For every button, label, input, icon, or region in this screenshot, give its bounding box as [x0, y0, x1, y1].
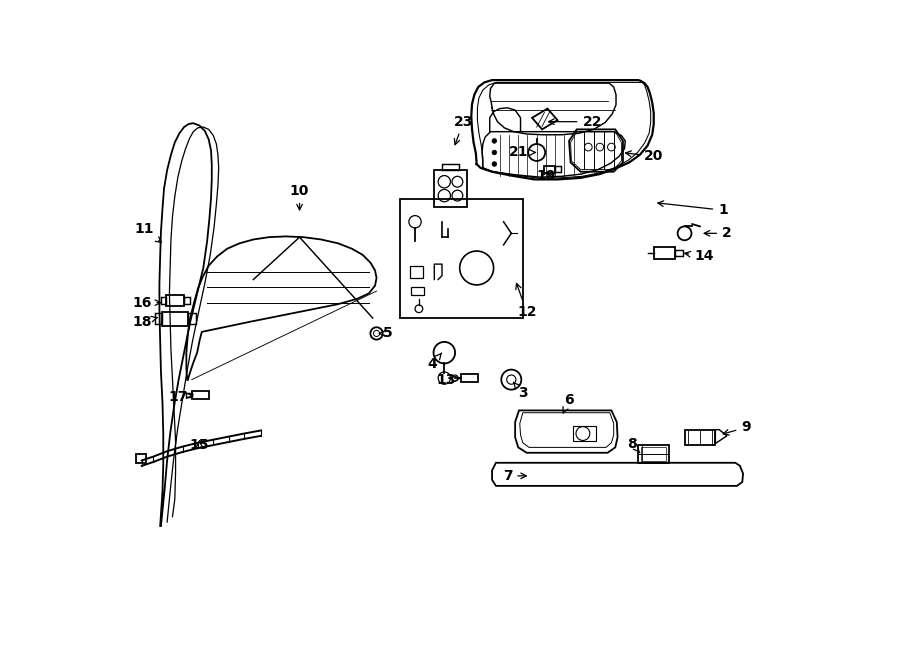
- Text: 16: 16: [132, 295, 160, 309]
- Text: 10: 10: [290, 184, 310, 210]
- Text: 23: 23: [454, 114, 473, 145]
- Text: 18: 18: [132, 315, 157, 329]
- Text: 19: 19: [536, 169, 555, 182]
- Text: 17: 17: [168, 389, 194, 404]
- Text: 13: 13: [436, 373, 461, 387]
- Text: 5: 5: [380, 327, 393, 340]
- Text: 12: 12: [516, 284, 536, 319]
- Text: 21: 21: [509, 145, 536, 159]
- Text: 2: 2: [704, 226, 732, 241]
- Text: 20: 20: [626, 149, 663, 163]
- Text: 3: 3: [513, 382, 527, 401]
- Text: 15: 15: [190, 438, 209, 452]
- Text: 1: 1: [658, 201, 728, 217]
- Text: 7: 7: [502, 469, 526, 483]
- Text: 9: 9: [724, 420, 751, 435]
- Text: 4: 4: [428, 353, 442, 371]
- Circle shape: [492, 139, 497, 143]
- Text: 11: 11: [134, 223, 161, 243]
- Circle shape: [492, 150, 497, 155]
- Text: 8: 8: [627, 436, 640, 453]
- Circle shape: [492, 162, 497, 167]
- Text: 22: 22: [549, 114, 602, 129]
- Text: 14: 14: [685, 249, 714, 264]
- Text: 6: 6: [563, 393, 574, 413]
